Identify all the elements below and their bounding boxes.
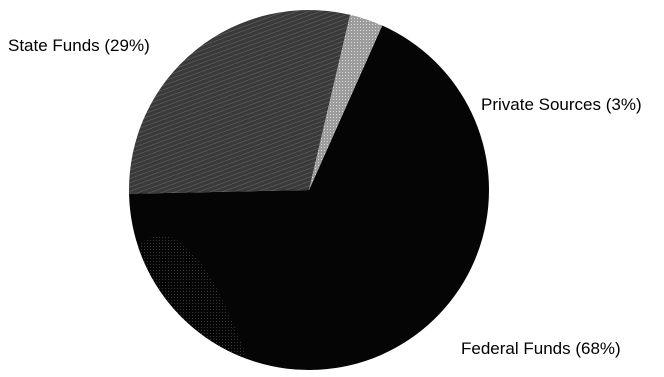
slice-shading bbox=[137, 235, 248, 360]
slice-label-private-sources: Private Sources (3%) bbox=[481, 95, 642, 114]
pie-slices bbox=[129, 10, 490, 370]
pie-slice-private-sources bbox=[309, 14, 383, 191]
slice-label-federal-funds: Federal Funds (68%) bbox=[461, 339, 621, 358]
pie-slice-federal-funds bbox=[129, 25, 490, 370]
pie-slice-state-funds bbox=[129, 10, 351, 194]
slice-label-state-funds: State Funds (29%) bbox=[8, 36, 150, 55]
